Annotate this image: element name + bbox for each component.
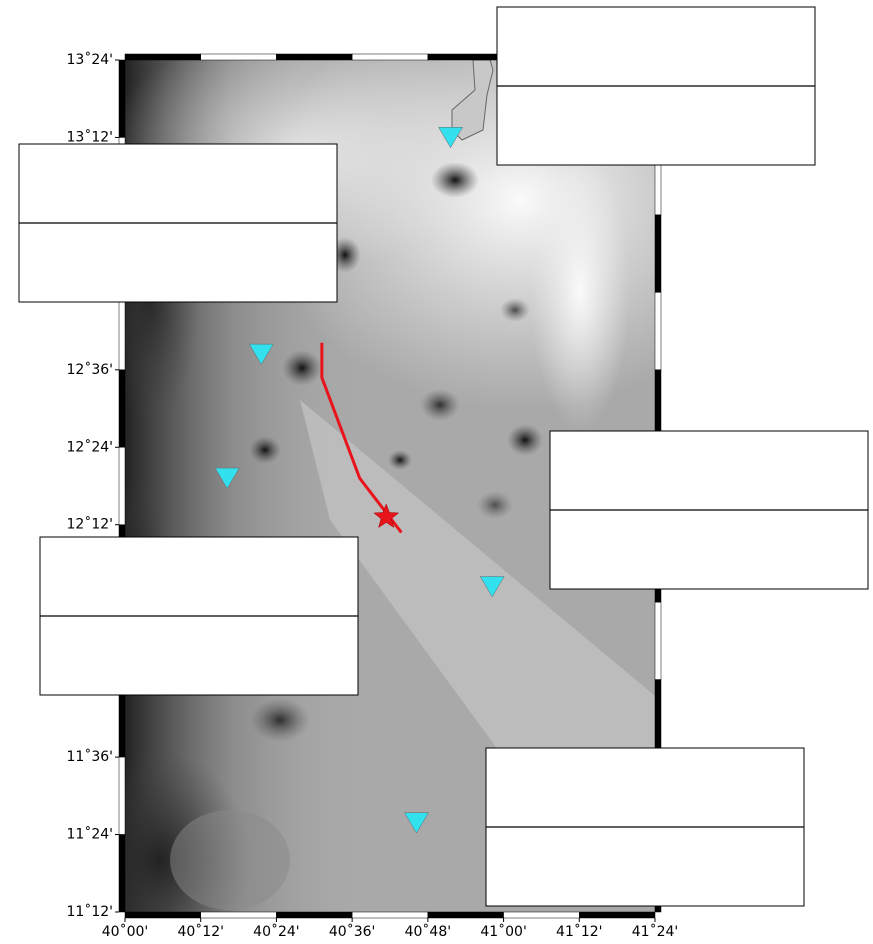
frame-stripe <box>503 911 580 919</box>
station <box>404 812 429 834</box>
frame-stripe <box>351 911 429 919</box>
frame-stripe <box>351 53 429 61</box>
lon-tick-label: 40˚12' <box>177 923 223 940</box>
frame-stripe <box>124 911 201 919</box>
frame-stripe <box>118 756 126 835</box>
frame-stripe <box>654 679 662 758</box>
frame-stripe <box>276 911 353 919</box>
lat-tick-label: 11˚12' <box>67 903 113 920</box>
station <box>248 343 274 366</box>
lat-tick-label: 12˚12' <box>67 516 113 533</box>
lon-tick-label: 41˚00' <box>480 923 526 940</box>
frame-stripe <box>654 601 662 680</box>
frame-stripe <box>118 447 126 525</box>
epicenter <box>373 503 400 529</box>
station <box>479 576 505 598</box>
station <box>438 127 464 149</box>
frame-stripe <box>579 911 656 919</box>
frame-stripe <box>200 53 277 61</box>
lat-tick-label: 11˚36' <box>67 748 113 765</box>
frame-stripe <box>124 53 201 61</box>
frame-stripe <box>654 214 662 293</box>
frame-stripe <box>118 292 126 371</box>
lon-tick-label: 40˚00' <box>102 923 148 940</box>
fault-trace <box>320 342 403 534</box>
lon-tick-label: 40˚24' <box>253 923 299 940</box>
frame-stripe <box>654 292 662 371</box>
lon-tick-label: 41˚24' <box>632 923 678 940</box>
lon-tick-label: 40˚48' <box>405 923 451 940</box>
frame-stripe <box>276 53 353 61</box>
lat-tick-label: 11˚24' <box>67 826 113 843</box>
lat-tick-label: 13˚24' <box>67 51 113 68</box>
frame-stripe <box>427 911 504 919</box>
frame-stripe <box>118 834 126 913</box>
lat-tick-label: 13˚12' <box>67 128 113 145</box>
lon-tick-label: 40˚36' <box>329 923 375 940</box>
lon-tick-label: 41˚12' <box>556 923 602 940</box>
frame-stripe <box>200 911 277 919</box>
station <box>214 467 240 489</box>
frame-stripe <box>118 59 126 138</box>
lat-tick-label: 12˚36' <box>67 361 113 378</box>
frame-stripe <box>118 369 126 448</box>
frame-stripe <box>427 53 504 61</box>
lat-tick-label: 12˚24' <box>67 438 113 455</box>
